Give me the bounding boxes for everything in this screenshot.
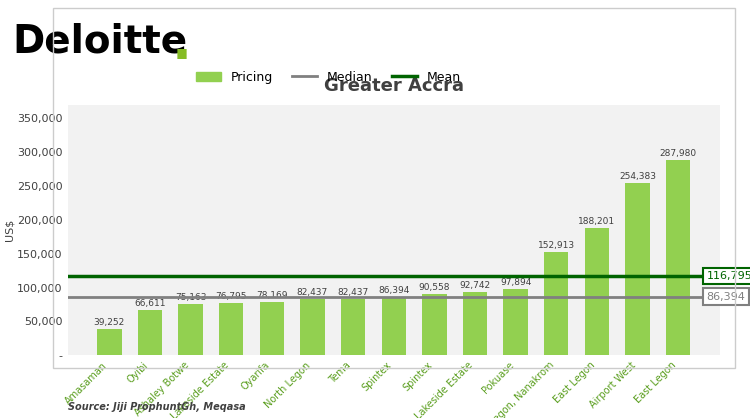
Bar — [260, 302, 284, 355]
Bar — [422, 294, 446, 355]
Text: 92,742: 92,742 — [460, 281, 490, 291]
Bar — [98, 329, 122, 355]
Text: 152,913: 152,913 — [538, 241, 574, 250]
Text: 116,795: 116,795 — [706, 271, 750, 281]
Text: 78,169: 78,169 — [256, 291, 287, 300]
Text: 82,437: 82,437 — [338, 288, 369, 297]
Text: 82,437: 82,437 — [297, 288, 328, 297]
Y-axis label: US$: US$ — [4, 219, 14, 241]
Text: 86,394: 86,394 — [378, 286, 410, 295]
Bar — [300, 299, 325, 355]
Text: Deloitte: Deloitte — [12, 23, 188, 60]
Text: .: . — [171, 18, 191, 70]
Text: 86,394: 86,394 — [706, 292, 746, 302]
Text: 75,163: 75,163 — [175, 293, 206, 302]
Bar — [138, 310, 162, 355]
Bar — [585, 228, 609, 355]
Text: 188,201: 188,201 — [578, 217, 616, 226]
Bar — [341, 299, 365, 355]
Bar — [544, 252, 568, 355]
Bar — [626, 183, 650, 355]
Bar — [178, 304, 203, 355]
Title: Greater Accra: Greater Accra — [324, 76, 464, 94]
Text: 97,894: 97,894 — [500, 278, 531, 287]
Legend: Pricing, Median, Mean: Pricing, Median, Mean — [191, 66, 466, 89]
Text: 39,252: 39,252 — [94, 318, 125, 326]
Bar — [382, 297, 406, 355]
Bar — [219, 303, 244, 355]
Bar — [503, 289, 528, 355]
Text: Source: Jiji ProphuntGh, Meqasa: Source: Jiji ProphuntGh, Meqasa — [68, 402, 245, 412]
Text: 287,980: 287,980 — [659, 149, 697, 158]
Text: 76,795: 76,795 — [215, 292, 247, 301]
Text: 90,558: 90,558 — [419, 283, 450, 292]
Bar — [666, 160, 690, 355]
Text: 254,383: 254,383 — [619, 172, 656, 181]
Text: 66,611: 66,611 — [134, 299, 166, 308]
Bar — [463, 293, 488, 355]
